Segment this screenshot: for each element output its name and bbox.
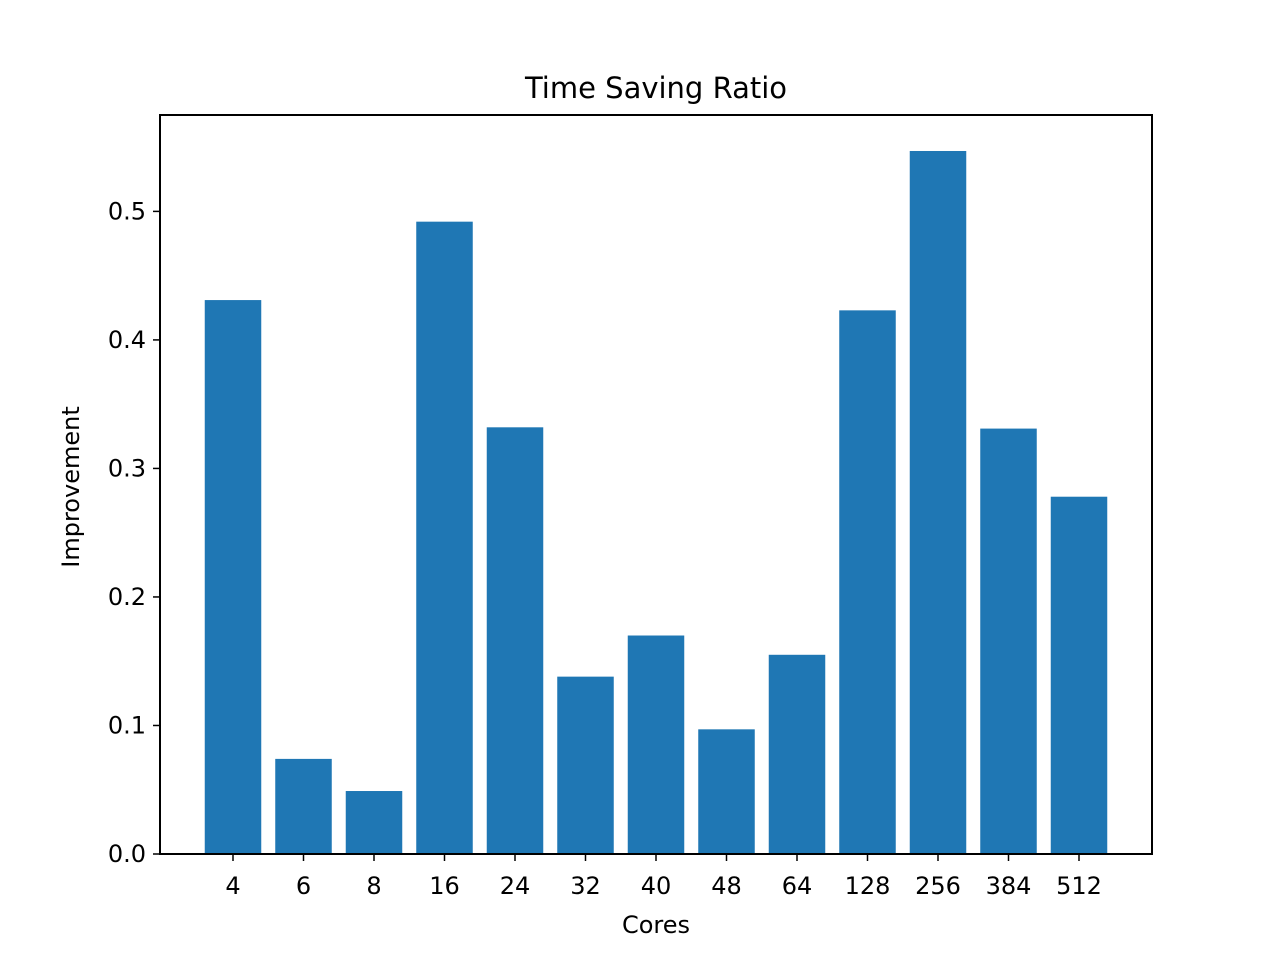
x-tick-label: 256 xyxy=(915,872,961,900)
bar-64 xyxy=(768,654,826,854)
x-axis-label: Cores xyxy=(622,911,690,939)
x-tick-label: 16 xyxy=(429,872,460,900)
y-tick-label: 0.1 xyxy=(108,711,146,739)
bar-4 xyxy=(204,300,262,854)
ticks-layer: 4 6 8 16 24 32 40 48 64 128 256 384 512 0.0 0.1 0.2 0.3 0… xyxy=(108,197,1102,900)
y-tick-label: 0.2 xyxy=(108,583,146,611)
x-tick-label: 48 xyxy=(711,872,742,900)
bar-16 xyxy=(416,221,473,855)
bar-32 xyxy=(557,676,614,854)
bar-256 xyxy=(909,150,967,855)
x-tick-label: 8 xyxy=(366,872,381,900)
bar-48 xyxy=(698,729,755,854)
bar-512 xyxy=(1050,496,1108,854)
x-tick-label: 128 xyxy=(845,872,891,900)
x-tick-label: 32 xyxy=(570,872,601,900)
bars-layer xyxy=(204,150,1108,855)
y-tick-label: 0.3 xyxy=(108,454,146,482)
y-tick-label: 0.4 xyxy=(108,326,146,354)
bar-24 xyxy=(486,427,544,854)
bar-8 xyxy=(345,791,403,854)
y-tick-label: 0.5 xyxy=(108,197,146,225)
x-tick-label: 40 xyxy=(641,872,672,900)
plot-area-frame xyxy=(159,114,1153,855)
x-tick-label: 6 xyxy=(296,872,311,900)
bar-128 xyxy=(839,310,896,855)
bar-384 xyxy=(980,428,1037,854)
bar-40 xyxy=(627,635,685,854)
x-tick-label: 512 xyxy=(1056,872,1102,900)
x-tick-label: 64 xyxy=(782,872,813,900)
y-tick-label: 0.0 xyxy=(108,840,146,868)
x-tick-label: 384 xyxy=(986,872,1032,900)
y-axis-label: Improvement xyxy=(57,406,85,567)
x-tick-label: 4 xyxy=(225,872,240,900)
bar-6 xyxy=(275,758,332,854)
chart-title: Time Saving Ratio xyxy=(524,71,787,105)
x-tick-label: 24 xyxy=(500,872,531,900)
